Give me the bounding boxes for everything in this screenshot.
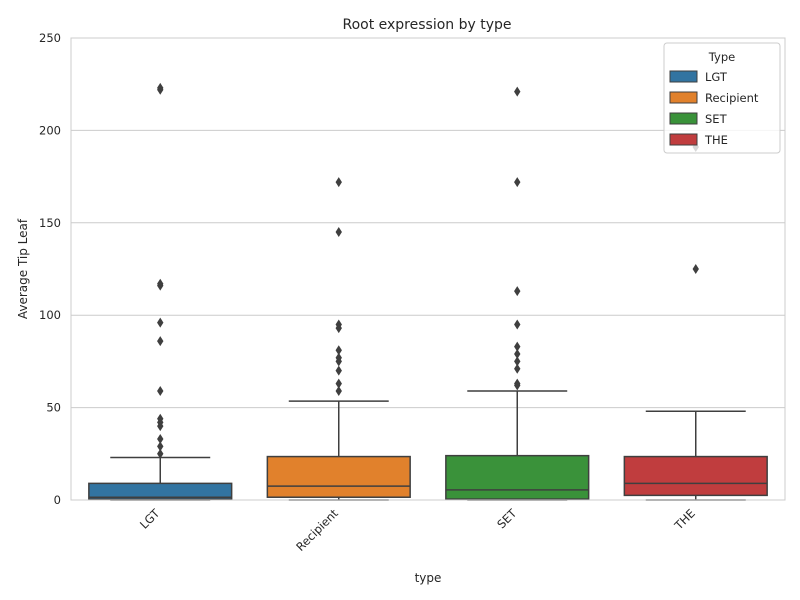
chart-title: Root expression by type bbox=[342, 17, 511, 33]
legend-swatch bbox=[669, 70, 698, 83]
outlier-point bbox=[335, 177, 342, 188]
legend-item-set: SET bbox=[669, 112, 728, 126]
outlier-point bbox=[514, 356, 521, 367]
legend-label: SET bbox=[705, 112, 728, 126]
legend: Type LGT Recipient SET THE bbox=[663, 42, 781, 154]
plot-frame bbox=[70, 37, 786, 501]
legend-swatch bbox=[669, 112, 698, 125]
legend-title: Type bbox=[708, 50, 735, 64]
box-recipient bbox=[266, 400, 411, 501]
legend-items: LGT Recipient SET THE bbox=[669, 70, 759, 147]
y-tick-label: 0 bbox=[54, 493, 61, 507]
outlier-point bbox=[335, 345, 342, 356]
box-iqr bbox=[266, 455, 411, 498]
outlier-point bbox=[157, 421, 164, 432]
legend-swatch bbox=[669, 91, 698, 104]
y-tick-label: 150 bbox=[39, 216, 61, 230]
outlier-point bbox=[157, 434, 164, 445]
y-tick-labels: 0 50 100 150 200 250 bbox=[39, 31, 61, 507]
outlier-point bbox=[514, 341, 521, 352]
box-iqr bbox=[445, 454, 590, 500]
legend-item-lgt: LGT bbox=[669, 70, 728, 84]
outlier-point bbox=[335, 356, 342, 367]
y-tick-label: 50 bbox=[46, 401, 61, 415]
outlier-point bbox=[157, 82, 164, 93]
outlier-point bbox=[514, 177, 521, 188]
outlier-point bbox=[335, 365, 342, 376]
outlier-point bbox=[514, 380, 521, 391]
outlier-point bbox=[335, 378, 342, 389]
x-axis-label: type bbox=[415, 571, 442, 585]
legend-item-the: THE bbox=[669, 133, 728, 147]
outlier-point bbox=[514, 363, 521, 374]
outlier-point bbox=[335, 227, 342, 238]
outlier-point bbox=[335, 323, 342, 334]
outlier-point bbox=[157, 278, 164, 289]
y-tick-label: 100 bbox=[39, 308, 61, 322]
outlier-point bbox=[514, 319, 521, 330]
legend-item-recipient: Recipient bbox=[669, 91, 759, 105]
outlier-point bbox=[157, 441, 164, 452]
outlier-point bbox=[514, 349, 521, 360]
y-axis-label: Average Tip Leaf bbox=[16, 218, 30, 319]
outlier-point bbox=[157, 336, 164, 347]
legend-label: Recipient bbox=[705, 91, 759, 105]
outlier-point bbox=[157, 385, 164, 396]
legend-label: LGT bbox=[705, 70, 728, 84]
outlier-point bbox=[157, 448, 164, 459]
legend-swatch bbox=[669, 133, 698, 146]
outlier-point bbox=[514, 286, 521, 297]
outlier-point bbox=[157, 317, 164, 328]
outlier-point bbox=[335, 385, 342, 396]
outlier-point bbox=[692, 264, 699, 274]
legend-label: THE bbox=[704, 133, 728, 147]
y-tick-label: 200 bbox=[39, 123, 61, 137]
y-tick-label: 250 bbox=[39, 31, 61, 45]
box-iqr bbox=[623, 455, 768, 497]
box-set bbox=[445, 390, 590, 501]
box-iqr bbox=[88, 482, 233, 500]
outlier-point bbox=[514, 86, 521, 97]
